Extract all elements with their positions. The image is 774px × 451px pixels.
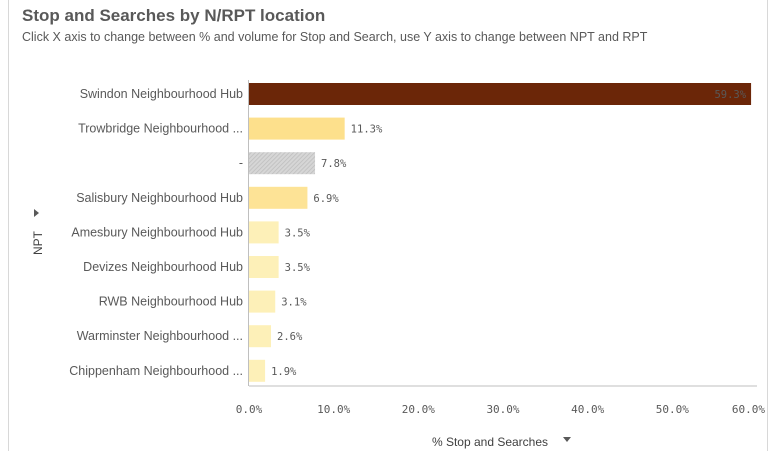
value-label: 2.6% [277, 331, 303, 343]
category-label[interactable]: - [239, 156, 243, 170]
chart-title: Stop and Searches by N/RPT location [22, 6, 326, 25]
value-label: 3.1% [281, 297, 307, 309]
category-label[interactable]: Trowbridge Neighbourhood ... [78, 122, 243, 136]
x-tick-label: 60.0% [732, 403, 765, 416]
bar[interactable] [249, 290, 276, 313]
value-label: 1.9% [271, 366, 297, 378]
value-label: 3.5% [285, 262, 311, 274]
y-axis-title[interactable]: NPT [31, 230, 45, 255]
dropdown-arrow-icon[interactable] [563, 437, 571, 442]
x-tick-label: 40.0% [571, 403, 604, 416]
x-tick-label: 0.0% [236, 403, 263, 416]
category-label[interactable]: Amesbury Neighbourhood Hub [71, 225, 243, 239]
value-label: 6.9% [313, 193, 339, 205]
value-label: 11.3% [351, 124, 383, 136]
x-tick-label: 10.0% [317, 403, 350, 416]
x-axis-title[interactable]: % Stop and Searches [432, 435, 548, 449]
value-label: 3.5% [285, 227, 311, 239]
value-label: 7.8% [321, 158, 347, 170]
bar[interactable] [249, 221, 279, 244]
chart-subtitle: Click X axis to change between % and vol… [22, 30, 648, 44]
chart-frame [8, 0, 768, 451]
category-label[interactable]: RWB Neighbourhood Hub [99, 295, 243, 309]
expand-arrow-icon[interactable] [34, 209, 39, 217]
x-tick-label: 30.0% [486, 403, 519, 416]
category-label[interactable]: Salisbury Neighbourhood Hub [76, 191, 243, 205]
bar[interactable] [249, 256, 279, 278]
bar[interactable] [249, 152, 316, 175]
bar[interactable] [249, 359, 266, 382]
bar[interactable] [249, 186, 308, 209]
category-label[interactable]: Chippenham Neighbourhood ... [69, 364, 243, 378]
bar[interactable] [249, 117, 345, 140]
value-label: 59.3% [714, 89, 746, 101]
category-label[interactable]: Devizes Neighbourhood Hub [83, 260, 243, 274]
x-tick-label: 20.0% [402, 403, 435, 416]
category-label[interactable]: Warminster Neighbourhood ... [77, 329, 243, 343]
bar[interactable] [249, 325, 272, 348]
bar[interactable] [249, 83, 752, 105]
x-tick-label: 50.0% [656, 403, 689, 416]
category-label[interactable]: Swindon Neighbourhood Hub [80, 87, 243, 101]
